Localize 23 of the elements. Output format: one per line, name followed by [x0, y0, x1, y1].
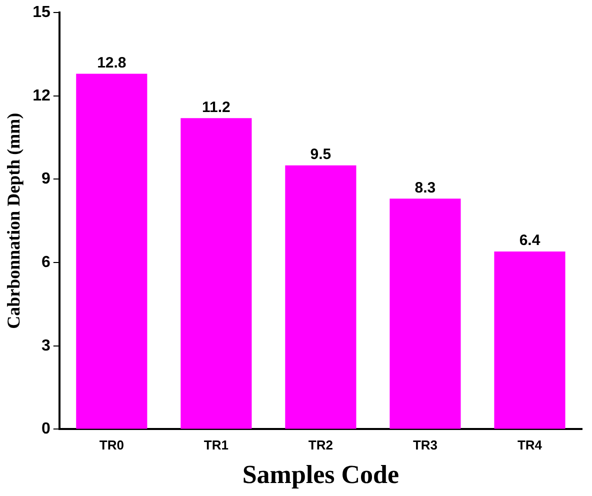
- bar: [180, 118, 252, 429]
- x-tick-label: TR2: [308, 438, 333, 453]
- data-label: 11.2: [202, 98, 230, 116]
- x-tick-label: TR1: [204, 438, 228, 453]
- y-axis-title: Cabrbonnation Depth (mm): [3, 112, 24, 329]
- data-label: 9.5: [310, 146, 332, 163]
- x-axis-title: Samples Code: [242, 460, 400, 490]
- x-tick-label: TR0: [99, 438, 124, 453]
- y-tick-label: 15: [32, 4, 50, 22]
- bar: [390, 198, 461, 429]
- y-tick-label: 12: [32, 87, 50, 104]
- y-tick-label: 0: [41, 420, 50, 438]
- x-tick-label: TR3: [412, 438, 438, 453]
- bar: [494, 251, 566, 429]
- x-tick-label: TR4: [517, 438, 543, 453]
- y-tick-label: 3: [41, 337, 50, 354]
- bar: [285, 165, 356, 429]
- bar: [76, 74, 148, 429]
- y-tick-label: 6: [41, 254, 50, 271]
- data-label: 12.8: [97, 54, 126, 72]
- data-label: 6.4: [519, 232, 541, 250]
- data-label: 8.3: [414, 179, 436, 196]
- y-tick-label: 9: [41, 170, 50, 188]
